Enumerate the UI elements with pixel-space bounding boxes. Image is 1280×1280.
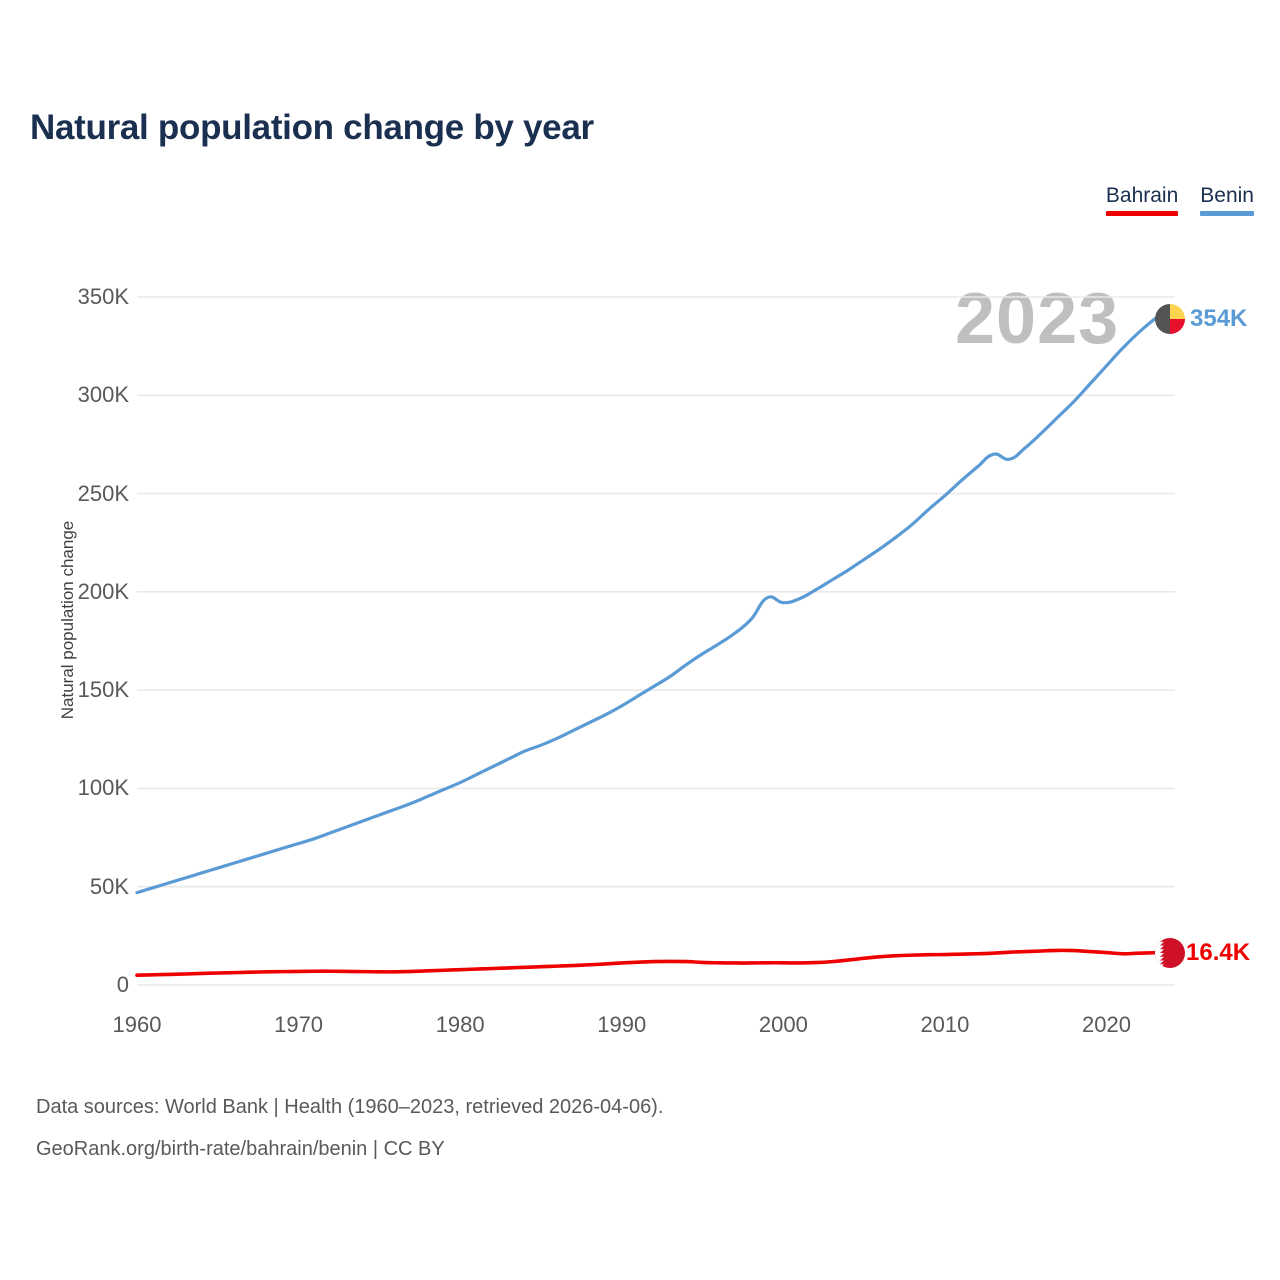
benin-end-value: 354K: [1190, 304, 1248, 332]
legend-label-bahrain: Bahrain: [1105, 184, 1179, 207]
bahrain-end-value: 16.4K: [1186, 938, 1251, 966]
x-axis-tick-label: 2020: [1082, 1012, 1131, 1037]
y-axis-tick-label: 50K: [89, 873, 129, 899]
series-line-bahrain: [135, 948, 1157, 977]
x-axis-tick-label: 1960: [112, 1012, 162, 1037]
x-axis-tick-label: 1990: [597, 1012, 647, 1037]
y-axis-tick-label: 300K: [77, 382, 129, 408]
y-axis-tick-label: 150K: [77, 677, 129, 703]
page-title: Natural population change by year: [30, 108, 594, 147]
legend-swatch-bahrain: [1105, 211, 1179, 216]
y-axis-tick-label: 200K: [77, 578, 129, 604]
legend-item-bahrain[interactable]: Bahrain: [1105, 184, 1179, 216]
legend-item-benin[interactable]: Benin: [1200, 184, 1254, 216]
footer-attribution: GeoRank.org/birth-rate/bahrain/benin | C…: [36, 1138, 445, 1160]
benin-flag-marker: [1155, 303, 1185, 334]
y-axis-tick-label: 250K: [77, 480, 129, 506]
x-axis-tick-label: 2000: [758, 1012, 808, 1037]
legend-label-benin: Benin: [1200, 184, 1254, 207]
bahrain-flag-marker: [1155, 937, 1185, 968]
legend-swatch-benin: [1200, 211, 1254, 216]
y-axis-title: Natural population change: [58, 520, 77, 720]
y-axis-tick-label: 350K: [77, 284, 129, 309]
x-axis-tick-label: 1980: [435, 1012, 485, 1037]
chart-legend: Bahrain Benin: [1105, 184, 1254, 216]
y-axis-tick-label: 0: [116, 972, 129, 997]
x-axis-tick-label: 1970: [274, 1012, 324, 1037]
x-axis-tick-label: 2010: [920, 1012, 970, 1037]
footer: Data sources: World Bank | Health (1960–…: [36, 1086, 663, 1170]
series-line-benin: [135, 317, 1157, 895]
y-axis-tick-label: 100K: [77, 775, 129, 801]
footer-data-sources: Data sources: World Bank | Health (1960–…: [36, 1096, 664, 1118]
gridlines: [137, 296, 1175, 986]
year-watermark: 2023: [955, 279, 1120, 359]
